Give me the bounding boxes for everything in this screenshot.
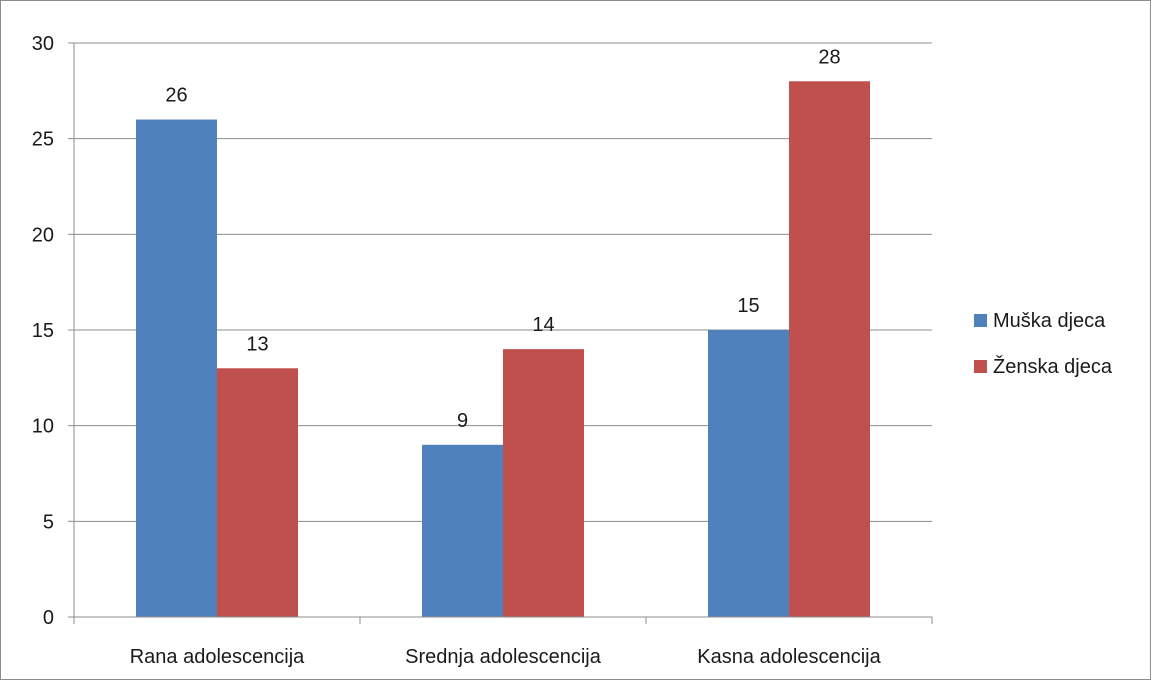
bar-data-label: 9: [457, 410, 468, 432]
bar: [789, 81, 870, 618]
y-tick-label: 10: [32, 416, 54, 438]
bars: [136, 81, 870, 618]
bar: [422, 444, 503, 617]
y-tick-label: 20: [32, 224, 54, 246]
bar-data-label: 26: [165, 85, 187, 107]
y-tick-label: 15: [32, 320, 54, 342]
legend-label: Muška djeca: [993, 310, 1106, 332]
legend: Muška djeca Ženska djeca: [974, 310, 1113, 378]
x-tick-label: Kasna adolescencija: [697, 646, 881, 668]
legend-label: Ženska djeca: [993, 355, 1113, 378]
bar: [708, 330, 789, 617]
y-tick-label: 0: [43, 607, 54, 629]
bar-data-label: 28: [818, 46, 840, 68]
data-labels: 26 13 9 14 15 28: [165, 46, 840, 432]
x-tick-label: Srednja adolescencija: [405, 646, 602, 668]
y-tick-label: 5: [43, 511, 54, 533]
y-tick-label: 30: [32, 33, 54, 55]
x-tick-label: Rana adolescencija: [130, 646, 305, 668]
legend-swatch: [974, 360, 987, 373]
x-axis: Rana adolescencija Srednja adolescencija K…: [73, 616, 933, 668]
bar-data-label: 15: [737, 295, 759, 317]
legend-swatch: [974, 314, 987, 327]
bar: [503, 349, 584, 617]
y-axis-ticks: 0 5 10 15 20 25 30: [32, 33, 75, 629]
y-tick-label: 25: [32, 129, 54, 151]
bar: [136, 119, 217, 618]
bar: [217, 368, 298, 617]
bar-data-label: 14: [532, 314, 554, 336]
bar-data-label: 13: [246, 333, 268, 355]
